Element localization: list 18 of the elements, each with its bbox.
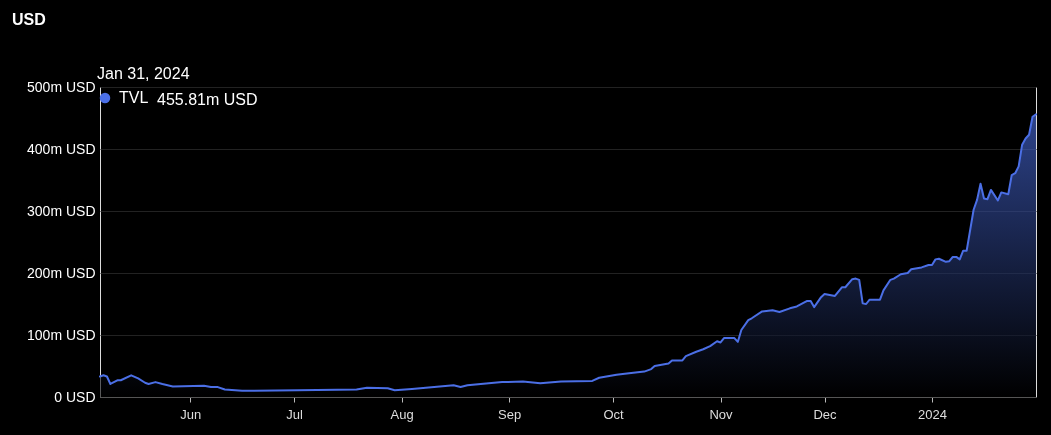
x-tick-label: Sep (498, 406, 522, 422)
y-tick-label: 200m USD (27, 264, 96, 281)
x-tick-label: Oct (603, 406, 625, 422)
text: Jan 31, 2024 (97, 65, 190, 82)
annotation: 455.81m USD (157, 91, 258, 108)
y-tick-label: 100m USD (27, 326, 96, 343)
x-tick-label: 2024 (918, 406, 947, 422)
x-tick-label: Nov (709, 406, 734, 422)
x-tick-label: Dec (813, 406, 838, 422)
text: USD (12, 11, 46, 28)
x-tick-label: Jul (286, 406, 304, 422)
legend-label: TVL (119, 89, 149, 106)
x-tick-label: Aug (390, 406, 414, 422)
y-tick-label: 0 USD (54, 388, 96, 405)
y-tick-label: 500m USD (27, 78, 96, 95)
x-tick-label: Jun (180, 406, 202, 422)
y-tick-label: 400m USD (27, 140, 96, 157)
y-tick-label: 300m USD (27, 202, 96, 219)
